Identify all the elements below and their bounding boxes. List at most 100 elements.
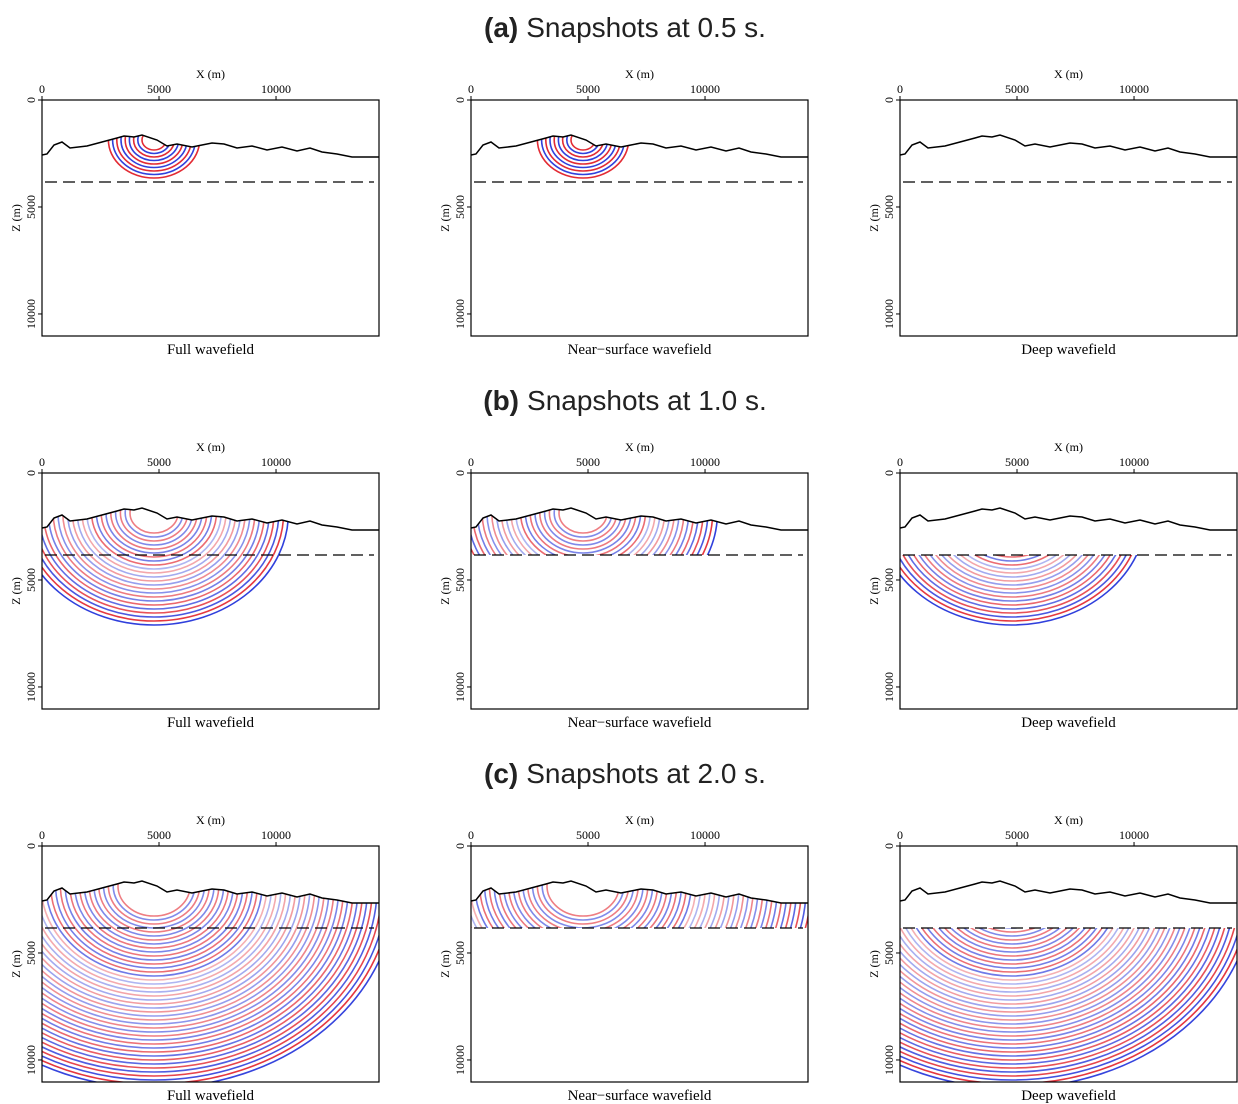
z-tick-label: 5000: [24, 941, 38, 965]
wave-front: [993, 555, 1031, 558]
panel-caption: Near−surface wavefield: [568, 342, 712, 358]
wave-front: [546, 881, 620, 917]
plot-frame: [470, 99, 809, 337]
topography: [470, 507, 808, 531]
z-tick-label: 5000: [882, 568, 896, 592]
wave-front: [956, 928, 1068, 949]
x-tick-label: 0: [468, 455, 474, 469]
wave-front: [561, 135, 605, 158]
wave-front: [553, 508, 613, 538]
z-axis-label: Z (m): [438, 950, 452, 978]
x-tick-label: 10000: [1119, 455, 1149, 469]
x-tick-label: 0: [897, 828, 903, 842]
panel: X (m) 0 5000 10000 Z (m) 0 5000 10000 Near−surfa…: [438, 813, 809, 1104]
x-axis-label: X (m): [625, 67, 654, 81]
x-tick-label: 10000: [690, 455, 720, 469]
wavefield: [966, 102, 1057, 178]
panel-caption: Full wavefield: [167, 342, 255, 358]
wave-front: [124, 508, 184, 538]
x-axis-label: X (m): [1054, 813, 1083, 827]
wave-front: [900, 928, 1166, 1021]
z-tick-label: 0: [24, 97, 38, 103]
plot-frame: [41, 845, 380, 1083]
wave-front: [117, 881, 191, 917]
panel: X (m) 0 5000 10000 Z (m) 0 5000 10000 Full wavef…: [9, 67, 380, 358]
x-tick-label: 5000: [147, 82, 171, 96]
wave-front: [974, 481, 1051, 545]
wave-front: [471, 881, 808, 928]
panel-caption: Deep wavefield: [1021, 342, 1116, 358]
wave-front: [128, 135, 180, 162]
z-tick-label: 0: [882, 843, 896, 849]
x-tick-label: 10000: [261, 455, 291, 469]
plot-frame: [470, 845, 809, 1083]
wave-front: [976, 856, 1048, 916]
wave-front: [973, 555, 1051, 566]
wave-front: [42, 881, 278, 989]
wave-front: [983, 116, 1041, 164]
wave-front: [471, 881, 721, 928]
x-axis-label: X (m): [196, 67, 225, 81]
z-tick-label: 0: [24, 843, 38, 849]
wave-front: [900, 555, 1133, 622]
wave-front: [45, 881, 263, 977]
x-tick-label: 5000: [1005, 82, 1029, 96]
row-label: (a): [484, 12, 518, 43]
wavefield: [900, 481, 1138, 626]
z-tick-label: 10000: [453, 299, 467, 329]
wave-front: [42, 881, 345, 1045]
wave-front: [943, 928, 1081, 957]
wavefield: [471, 508, 719, 555]
x-tick-label: 5000: [1005, 455, 1029, 469]
wave-front: [934, 555, 1090, 590]
wave-front: [541, 881, 625, 921]
topography: [41, 134, 379, 158]
wave-front: [900, 928, 1130, 993]
wavefield: [107, 135, 201, 179]
x-axis-label: X (m): [196, 440, 225, 454]
z-tick-label: 10000: [453, 1045, 467, 1075]
x-tick-label: 5000: [576, 455, 600, 469]
z-tick-label: 10000: [24, 672, 38, 702]
wave-front: [987, 928, 1037, 933]
wave-front: [114, 508, 194, 546]
wave-front: [959, 555, 1065, 574]
row-title: (a) Snapshots at 0.5 s.: [484, 12, 766, 43]
wave-front: [471, 881, 711, 928]
panel: X (m) 0 5000 10000 Z (m) 0 5000 10000 Deep wavef…: [867, 67, 1238, 358]
x-axis-label: X (m): [625, 813, 654, 827]
wave-front: [900, 555, 1138, 626]
row-text: Snapshots at 1.0 s.: [527, 385, 767, 416]
wave-front: [983, 489, 1041, 537]
wave-front: [1000, 130, 1024, 150]
wave-front: [910, 928, 1114, 981]
x-tick-label: 5000: [147, 455, 171, 469]
wave-front: [900, 928, 1191, 1041]
wave-front: [471, 881, 702, 928]
z-tick-label: 10000: [24, 1045, 38, 1075]
wave-front: [476, 508, 690, 555]
wave-front: [471, 508, 699, 555]
wave-front: [904, 928, 1120, 985]
panel: X (m) 0 5000 10000 Z (m) 0 5000 10000 Deep wavef…: [867, 440, 1238, 731]
wave-front: [42, 881, 287, 997]
panel: X (m) 0 5000 10000 Z (m) 0 5000 10000 Near−surfa…: [438, 440, 809, 731]
wave-front: [962, 928, 1062, 945]
row-title: (c) Snapshots at 2.0 s.: [484, 758, 766, 789]
wave-front: [42, 881, 379, 1081]
x-tick-label: 5000: [576, 82, 600, 96]
wave-front: [471, 881, 807, 928]
x-tick-label: 10000: [690, 828, 720, 842]
x-axis-label: X (m): [1054, 67, 1083, 81]
z-tick-label: 10000: [882, 1045, 896, 1075]
wave-front: [471, 881, 735, 928]
wave-front: [900, 928, 1141, 1001]
wave-front: [78, 881, 230, 949]
x-axis-label: X (m): [625, 440, 654, 454]
wave-front: [536, 881, 630, 925]
x-tick-label: 0: [39, 82, 45, 96]
wave-front: [129, 508, 179, 534]
wave-front: [42, 508, 275, 614]
row-text: Snapshots at 0.5 s.: [526, 12, 766, 43]
